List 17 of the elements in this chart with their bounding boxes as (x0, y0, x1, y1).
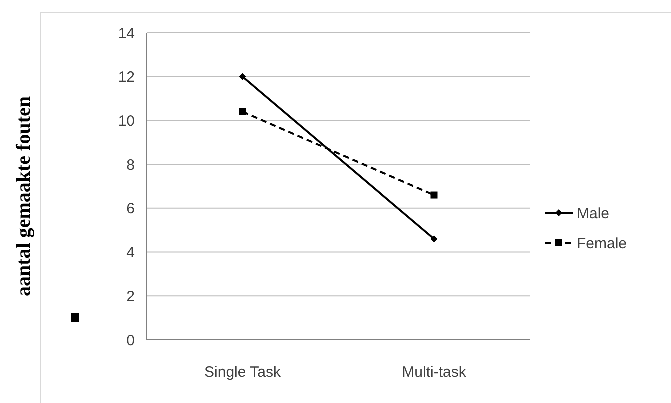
point (239, 108, 246, 116)
y-tick-label: 6 (126, 200, 135, 218)
legend-label: Male (577, 205, 610, 222)
y-tick-label: 2 (126, 288, 135, 306)
y-tick-label: 12 (118, 69, 135, 86)
y-tick-label: 10 (118, 112, 135, 130)
point (430, 236, 438, 243)
x-tick-label: Multi-task (402, 364, 467, 381)
y-tick-label: 0 (126, 332, 135, 350)
point (430, 192, 438, 199)
y-tick-label: 14 (118, 25, 135, 42)
legend-label: Female (577, 235, 628, 252)
y-tick-label: 8 (126, 156, 135, 174)
y-axis-title: aantal gemaakte fouten (13, 96, 35, 296)
y-tick-label: 4 (126, 244, 135, 262)
x-tick-label: Single Task (204, 364, 282, 381)
point (239, 73, 246, 80)
